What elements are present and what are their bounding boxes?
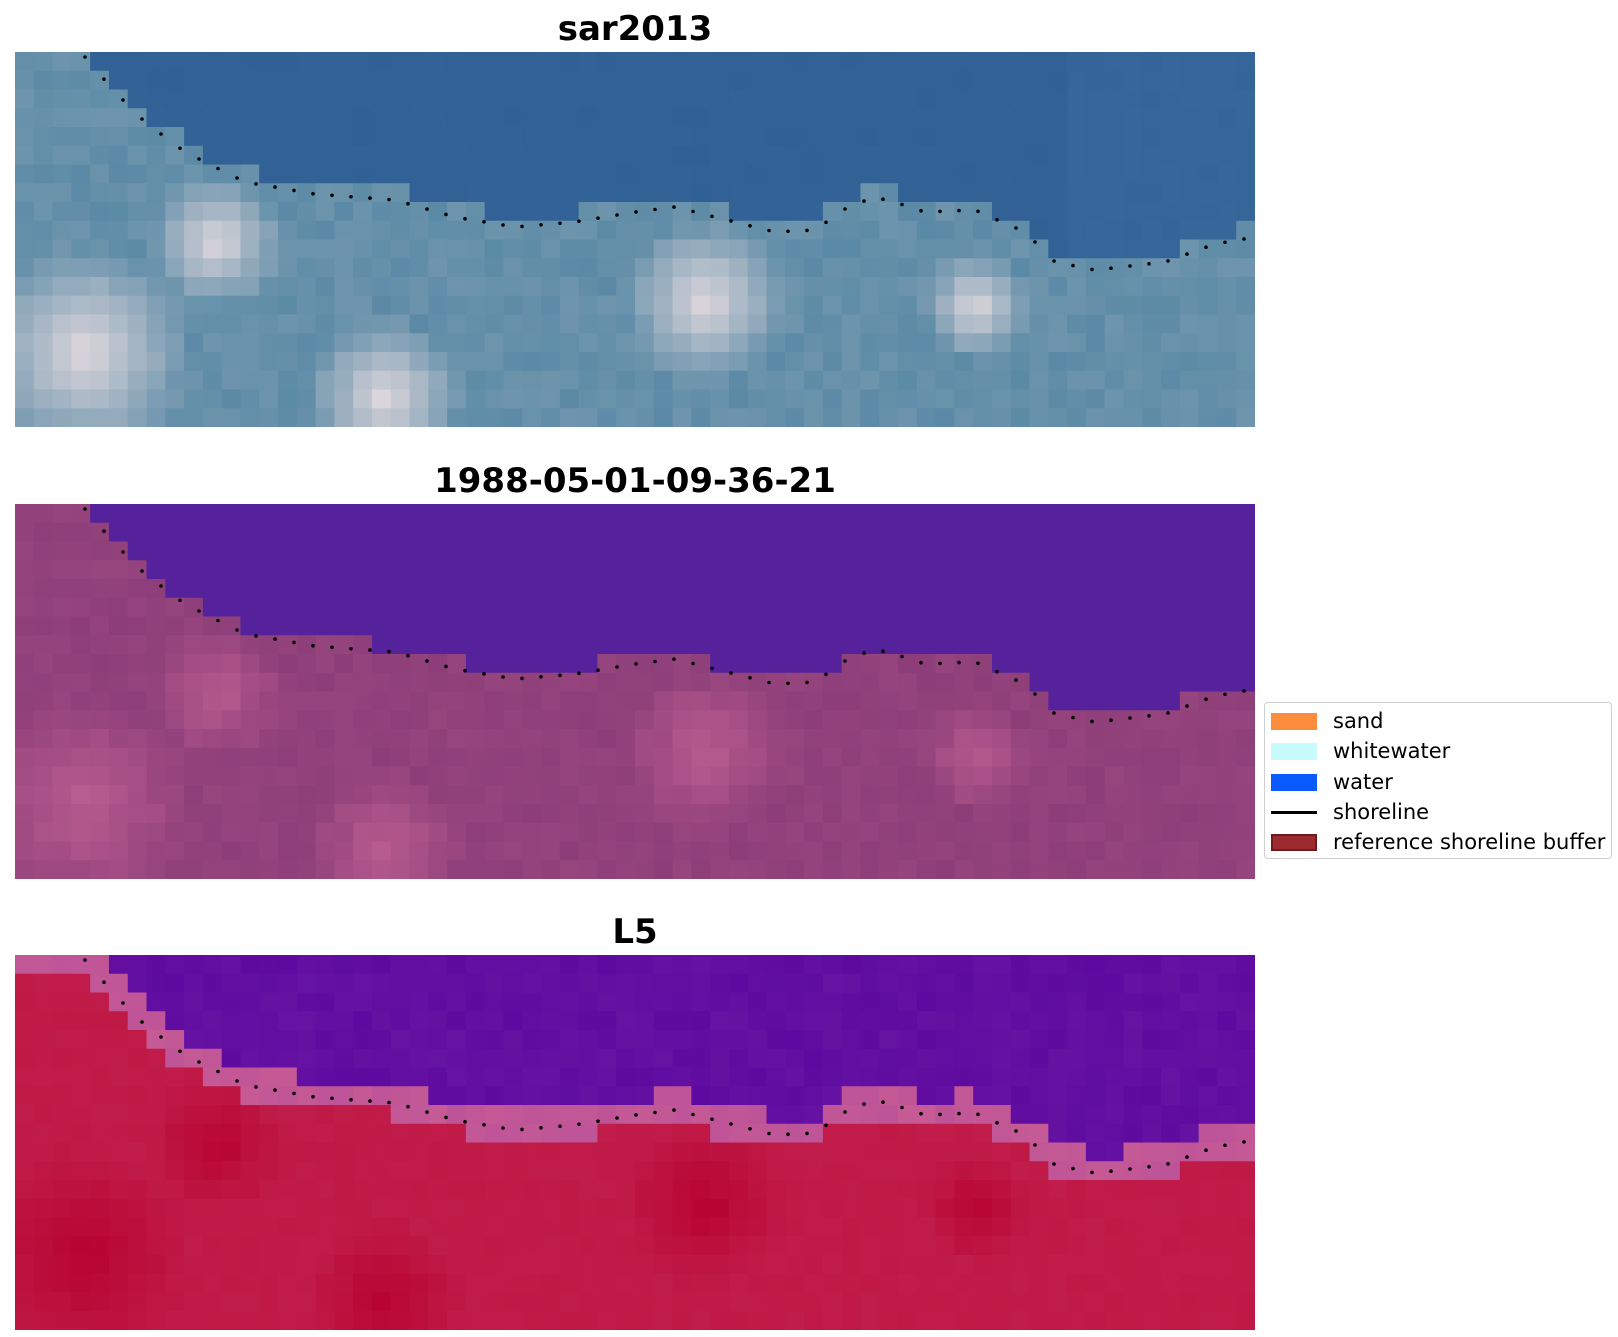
panel-title-1: sar2013 [557, 9, 713, 49]
raster-pixels [15, 504, 1255, 879]
sand-swatch [1271, 712, 1317, 730]
legend: sand whitewater water shoreline referenc… [1264, 702, 1612, 859]
whitewater-swatch [1271, 742, 1317, 760]
legend-item-shoreline: shoreline [1271, 800, 1429, 824]
classified-image-panel [15, 504, 1255, 879]
raster-pixels [15, 52, 1255, 427]
satellite-image-panel [15, 52, 1255, 427]
legend-item-whitewater: whitewater [1271, 739, 1450, 763]
shoreline-dots [83, 507, 1246, 724]
panel-title-3: L5 [612, 912, 658, 952]
shoreline-line-swatch [1271, 810, 1317, 814]
shoreline-dots [83, 958, 1246, 1175]
reference-buffer-swatch [1271, 833, 1317, 851]
legend-item-reference-buffer: reference shoreline buffer [1271, 830, 1605, 854]
water-swatch [1271, 773, 1317, 791]
legend-item-water: water [1271, 770, 1393, 794]
legend-item-sand: sand [1271, 709, 1383, 733]
panel-title-2: 1988-05-01-09-36-21 [434, 461, 836, 501]
index-image-panel [15, 955, 1255, 1330]
shoreline-dots [83, 55, 1246, 272]
raster-pixels [15, 955, 1255, 1330]
